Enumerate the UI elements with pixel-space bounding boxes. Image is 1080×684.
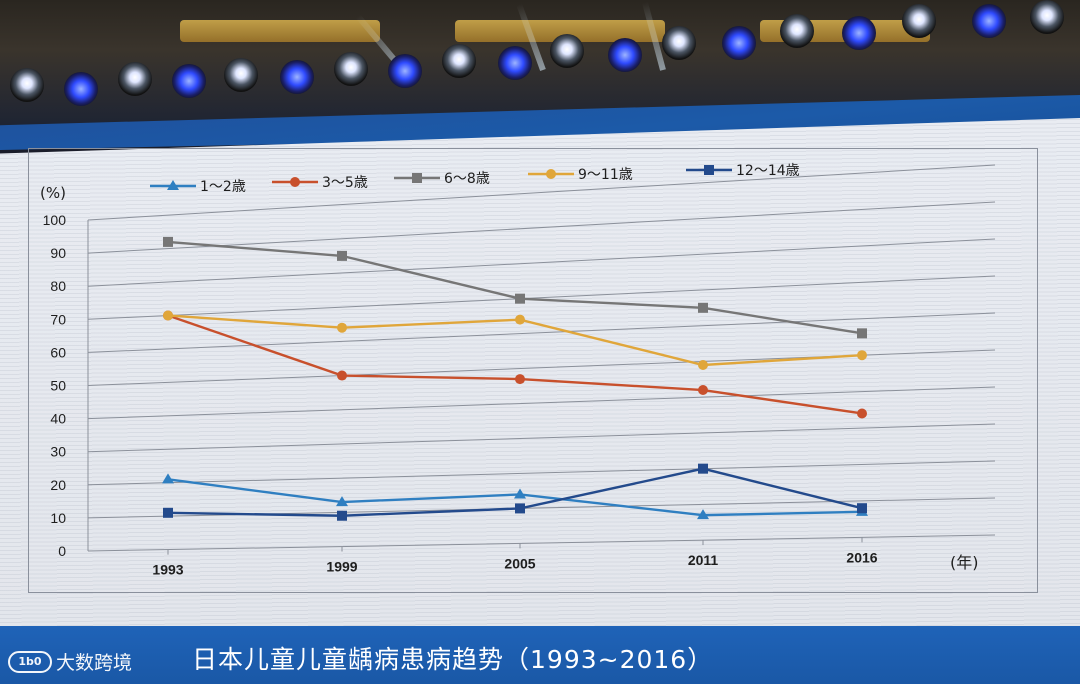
- gridline: [87, 423, 996, 453]
- blue-led-icon: [608, 38, 642, 72]
- x-tick-label: 1993: [152, 562, 183, 578]
- gridline: [87, 534, 996, 552]
- x-tick-label: 2016: [846, 549, 877, 565]
- y-tick-label: 80: [50, 278, 66, 294]
- data-point-circle: [698, 385, 708, 396]
- slide-title: 日本儿童儿童龋病患病趋势（1993~2016）: [192, 645, 714, 674]
- blue-led-icon: [498, 46, 532, 80]
- data-point-triangle: [162, 473, 174, 484]
- data-point-square: [698, 302, 708, 313]
- y-tick-label: 30: [50, 444, 66, 460]
- data-point-square: [698, 463, 708, 474]
- spotlight-icon: [902, 4, 936, 38]
- data-point-square: [163, 236, 173, 247]
- data-point-triangle: [336, 496, 348, 507]
- gridline: [87, 238, 996, 287]
- y-tick-label: 0: [58, 543, 66, 559]
- slide-bottom-banner: [0, 626, 1080, 684]
- data-point-circle: [163, 310, 173, 321]
- y-tick-label: 100: [43, 212, 67, 228]
- y-tick-label: 20: [50, 477, 66, 493]
- spotlight-icon: [780, 14, 814, 48]
- y-tick-label: 60: [50, 344, 66, 360]
- data-point-square: [515, 503, 525, 514]
- spotlight-icon: [224, 58, 258, 92]
- projection-slide: [0, 118, 1080, 626]
- y-tick-label: 70: [50, 311, 66, 327]
- spotlight-icon: [550, 34, 584, 68]
- data-point-square: [163, 507, 173, 518]
- data-point-square: [337, 510, 347, 521]
- y-tick-label: 40: [50, 411, 66, 427]
- watermark: 1b0 大数跨境: [8, 648, 132, 675]
- data-point-circle: [337, 370, 347, 381]
- x-axis-label: (年): [950, 553, 979, 572]
- watermark-logo: 1b0: [8, 650, 52, 673]
- spotlight-icon: [10, 68, 44, 102]
- stage-ceiling: [0, 0, 1080, 125]
- x-tick-label: 2005: [504, 555, 535, 571]
- x-tick-label: 1999: [326, 559, 357, 575]
- gridline: [87, 312, 996, 353]
- data-point-square: [412, 173, 422, 183]
- data-point-circle: [337, 322, 347, 333]
- blue-led-icon: [388, 54, 422, 88]
- data-point-circle: [515, 314, 525, 325]
- data-point-circle: [857, 408, 867, 419]
- blue-led-icon: [280, 60, 314, 94]
- legend-label: 9～11歳: [578, 167, 633, 183]
- blue-led-icon: [972, 4, 1006, 38]
- y-axis-label: (%): [40, 184, 66, 202]
- data-point-circle: [546, 169, 556, 179]
- y-tick-label: 10: [50, 510, 66, 526]
- spotlight-icon: [1030, 0, 1064, 34]
- legend-label: 1～2歳: [200, 179, 246, 195]
- spotlight-icon: [662, 26, 696, 60]
- data-point-circle: [698, 360, 708, 371]
- series-line: [167, 314, 863, 415]
- gridline: [87, 460, 996, 486]
- data-point-triangle: [697, 509, 709, 520]
- gridline: [87, 201, 996, 254]
- watermark-text: 大数跨境: [56, 652, 133, 674]
- data-point-square: [857, 503, 867, 514]
- gridline: [87, 275, 996, 320]
- legend-label: 6～8歳: [444, 171, 490, 187]
- blue-led-icon: [64, 72, 98, 106]
- blue-led-icon: [842, 16, 876, 50]
- spotlight-icon: [118, 62, 152, 96]
- data-point-square: [857, 328, 867, 339]
- data-point-circle: [290, 177, 300, 187]
- x-tick-label: 2011: [688, 552, 719, 568]
- spotlight-icon: [442, 44, 476, 78]
- chart-frame: [28, 148, 1038, 593]
- blue-led-icon: [722, 26, 756, 60]
- blue-led-icon: [172, 64, 206, 98]
- spotlight-icon: [334, 52, 368, 86]
- ceiling-light-panel: [455, 20, 665, 42]
- gridline: [87, 386, 996, 420]
- data-point-circle: [515, 374, 525, 385]
- ceiling-light-panel: [180, 20, 380, 42]
- y-tick-label: 50: [50, 378, 66, 394]
- data-point-circle: [857, 350, 867, 361]
- y-tick-label: 90: [50, 245, 66, 261]
- data-point-triangle: [514, 488, 526, 499]
- data-point-square: [515, 293, 525, 304]
- legend-label: 12～14歳: [736, 163, 800, 179]
- legend-label: 3～5歳: [322, 175, 368, 191]
- data-point-square: [704, 165, 714, 175]
- gridline: [87, 164, 996, 221]
- data-point-triangle: [167, 180, 179, 190]
- data-point-square: [337, 250, 347, 261]
